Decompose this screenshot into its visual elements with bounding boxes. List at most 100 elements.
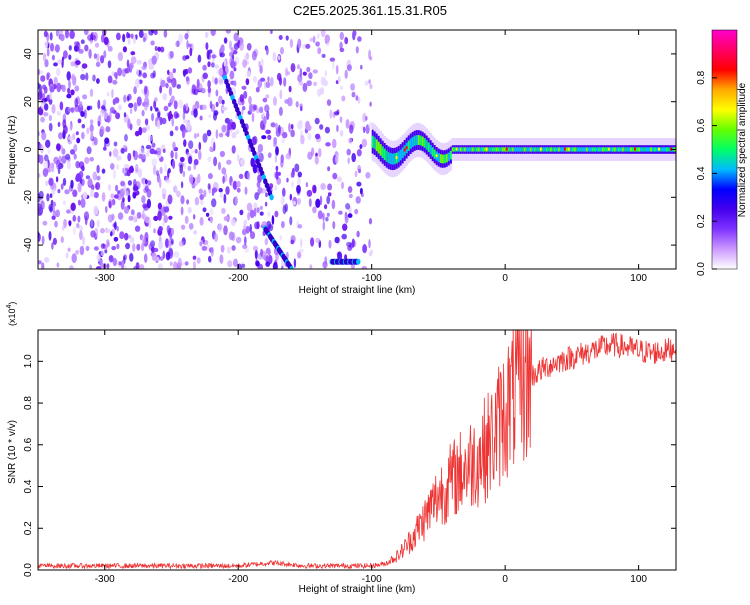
heatmap-cell — [85, 175, 91, 180]
heatmap-cell — [57, 121, 61, 128]
heatmap-cell — [383, 148, 386, 161]
heatmap-cell — [368, 122, 373, 130]
heatmap-cell — [322, 212, 325, 222]
heatmap-cell — [658, 147, 661, 151]
heatmap-cell — [194, 196, 200, 206]
heatmap-cell — [111, 88, 114, 99]
heatmap-cell — [49, 91, 53, 101]
heatmap-cell — [233, 258, 238, 267]
heatmap-cell — [306, 124, 312, 131]
heatmap-cell — [228, 231, 234, 241]
heatmap-cell — [207, 156, 212, 163]
x-tick-label: -300 — [95, 273, 115, 284]
heatmap-cell — [223, 193, 227, 204]
heatmap-cell — [289, 38, 294, 49]
heatmap-cell — [334, 236, 340, 244]
heatmap-cell — [197, 173, 201, 184]
heatmap-cell — [479, 147, 482, 152]
heatmap-cell — [583, 147, 587, 152]
heatmap-cell — [164, 163, 167, 173]
heatmap-cell — [55, 209, 60, 218]
heatmap-cell — [325, 142, 331, 147]
heatmap-cell — [41, 235, 45, 245]
heatmap-cell — [276, 72, 282, 81]
heatmap-cell — [64, 189, 70, 195]
heatmap-cell — [168, 86, 172, 96]
heatmap-cell — [605, 147, 609, 152]
y-tick-label: -40 — [23, 237, 34, 252]
heatmap-cell — [216, 69, 220, 75]
heatmap-cell — [130, 33, 134, 39]
heatmap-cell — [489, 147, 492, 152]
heatmap-cell — [213, 112, 217, 121]
heatmap-cell — [332, 221, 336, 230]
heatmap-cell — [325, 216, 329, 222]
heatmap-cell — [417, 135, 420, 145]
heatmap-cell — [77, 215, 81, 223]
heatmap-cell — [123, 265, 127, 269]
heatmap-cell — [71, 74, 75, 81]
heatmap-cell — [72, 189, 78, 198]
heatmap-cell — [312, 69, 318, 74]
heatmap-cell — [157, 111, 161, 119]
heatmap-cell — [241, 85, 247, 90]
heatmap-cell — [362, 244, 367, 254]
heatmap-cell — [270, 122, 276, 128]
heatmap-cell — [73, 226, 76, 236]
heatmap-cell — [218, 67, 224, 77]
heatmap-cell — [308, 72, 313, 80]
heatmap-cell — [225, 132, 230, 137]
heatmap-cell — [103, 146, 107, 151]
heatmap-cell — [317, 210, 323, 220]
heatmap-cell — [40, 116, 45, 123]
heatmap-cell — [591, 147, 595, 152]
heatmap-cell — [180, 195, 185, 205]
heatmap-cell — [135, 78, 140, 88]
heatmap-cell — [441, 154, 444, 164]
heatmap-cell — [38, 211, 43, 216]
heatmap-cell — [320, 183, 326, 190]
heatmap-cell — [106, 115, 111, 123]
heatmap-cell — [192, 84, 196, 90]
heatmap-cell — [547, 147, 551, 152]
heatmap-cell — [597, 147, 601, 152]
heatmap-cell — [297, 224, 303, 229]
heatmap-cell — [344, 214, 349, 224]
heatmap-cell — [555, 147, 559, 152]
heatmap-cell — [306, 66, 311, 73]
heatmap-cell — [286, 177, 289, 183]
heatmap-cell — [106, 263, 110, 269]
heatmap-cell — [324, 34, 330, 44]
heatmap-cell — [66, 159, 71, 170]
heatmap-cell — [199, 241, 203, 247]
heatmap-cell — [161, 221, 166, 227]
colorbar-ticks: 0.0 0.2 0.4 0.6 0.8 — [696, 70, 717, 276]
heatmap-cell — [195, 85, 199, 95]
heatmap-cell — [559, 147, 563, 152]
heatmap-cell — [138, 30, 144, 38]
heatmap-cell — [355, 196, 361, 204]
heatmap-cell — [54, 44, 60, 53]
heatmap-cell — [133, 86, 137, 95]
heatmap-cell — [302, 82, 308, 92]
heatmap-cell — [342, 223, 348, 231]
heatmap-cell — [169, 50, 174, 59]
heatmap-cell — [218, 132, 224, 138]
heatmap-cell — [157, 119, 161, 130]
heatmap-cell — [162, 148, 166, 153]
y-tick-label: 0 — [23, 146, 34, 152]
heatmap-cell — [255, 260, 260, 267]
heatmap-cell — [344, 36, 349, 45]
heatmap-cell — [403, 148, 407, 152]
heatmap-cell — [356, 181, 362, 187]
heatmap-cell — [265, 94, 270, 99]
heatmap-cell — [179, 164, 183, 174]
heatmap-cell — [53, 62, 58, 67]
heatmap-cell — [38, 260, 42, 265]
heatmap-cell — [96, 78, 100, 84]
heatmap-cell — [90, 34, 96, 41]
heatmap-cell — [280, 154, 284, 164]
heatmap-cell — [89, 156, 94, 162]
heatmap-cell — [69, 265, 74, 269]
heatmap-cell — [507, 147, 510, 152]
